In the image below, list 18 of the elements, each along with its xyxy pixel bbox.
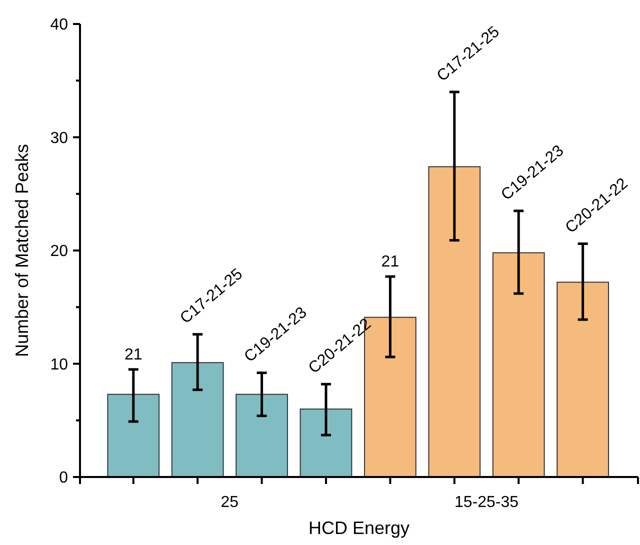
bar [556, 282, 609, 478]
bar [300, 408, 352, 478]
bar [107, 394, 160, 478]
text: 15-25-35 [454, 494, 519, 511]
bar [236, 394, 288, 478]
text: 25 [220, 494, 239, 511]
bar [428, 166, 481, 478]
y-axis-title: Number of Matched Peaks [12, 144, 32, 358]
bar [492, 252, 545, 478]
y-tick-label: 10 [50, 356, 68, 374]
y-tick-label: 40 [50, 16, 68, 34]
annotation: 21 [124, 346, 142, 364]
y-tick-label: 0 [59, 470, 68, 487]
y-tick-label: 20 [50, 243, 68, 260]
y-tick-label: 30 [50, 130, 68, 147]
annotation: 21 [381, 254, 400, 271]
x-axis-title: HCD Energy [308, 518, 410, 538]
bar [171, 362, 224, 478]
